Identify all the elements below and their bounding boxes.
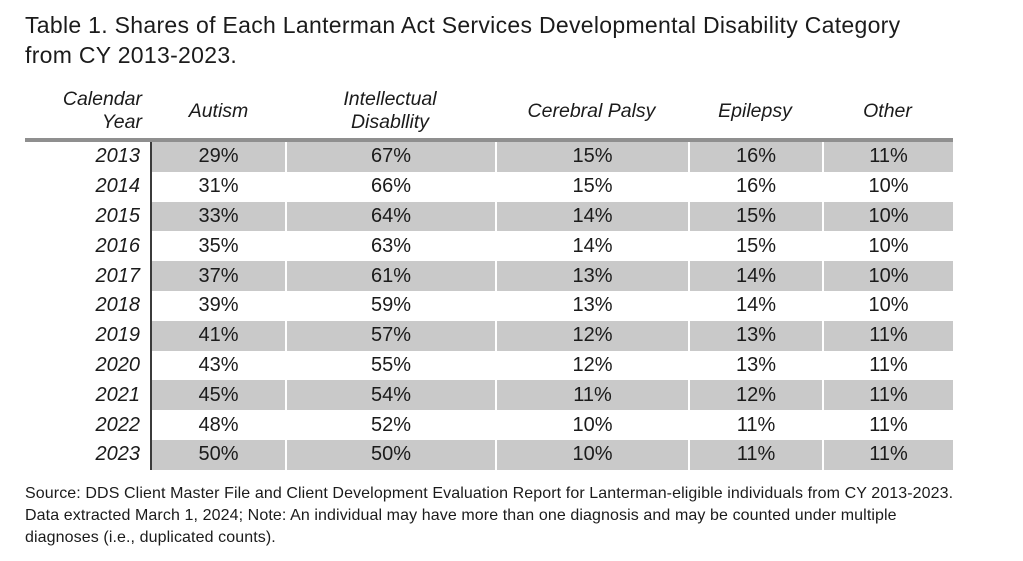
- value-cell: 10%: [822, 231, 953, 262]
- table-row: 2013 29% 67% 15% 16% 11%: [25, 142, 953, 172]
- year-cell: 2016: [25, 231, 152, 262]
- source-note: Source: DDS Client Master File and Clien…: [25, 485, 954, 546]
- value-cell: 10%: [822, 261, 953, 291]
- value-cell: 64%: [285, 201, 495, 232]
- year-cell: 2022: [25, 410, 152, 440]
- value-cell: 63%: [285, 231, 495, 262]
- value-cell: 15%: [495, 171, 688, 202]
- table-row: 2020 43% 55% 12% 13% 11%: [25, 350, 953, 381]
- value-cell: 16%: [688, 171, 822, 202]
- table-row: 2015 33% 64% 14% 15% 10%: [25, 201, 953, 232]
- table-row: 2017 37% 61% 13% 14% 10%: [25, 261, 953, 291]
- value-cell: 43%: [198, 353, 239, 376]
- value-cell: 10%: [822, 171, 953, 202]
- value-cell: 16%: [688, 142, 822, 172]
- value-cell: 11%: [822, 410, 953, 440]
- table-row: 2022 48% 52% 10% 11% 11%: [25, 410, 953, 440]
- year-cell: 2017: [25, 261, 152, 291]
- table-row: 2016 35% 63% 14% 15% 10%: [25, 231, 953, 262]
- year-cell: 2014: [25, 171, 152, 202]
- value-cell: 14%: [688, 261, 822, 291]
- year-cell: 2021: [25, 380, 152, 411]
- year-cell: 2019: [25, 320, 152, 351]
- value-cell: 10%: [822, 201, 953, 232]
- year-cell: 2020: [25, 350, 152, 381]
- column-header-epilepsy: Epilepsy: [718, 99, 792, 122]
- value-cell: 12%: [495, 320, 688, 351]
- value-cell: 13%: [495, 290, 688, 321]
- value-cell: 59%: [285, 290, 495, 321]
- value-cell: 57%: [285, 320, 495, 351]
- table-header-row: Calendar Year Autism Intellectual Disabl…: [25, 84, 953, 138]
- value-cell: 66%: [285, 171, 495, 202]
- value-cell: 55%: [285, 350, 495, 381]
- value-cell: 15%: [495, 142, 688, 172]
- value-cell: 67%: [285, 142, 495, 172]
- table-row: 2021 45% 54% 11% 12% 11%: [25, 380, 953, 411]
- page-title: Table 1. Shares of Each Lanterman Act Se…: [25, 12, 901, 68]
- value-cell: 11%: [688, 439, 822, 470]
- value-cell: 50%: [285, 439, 495, 470]
- value-cell: 35%: [198, 234, 239, 257]
- table-row: 2023 50% 50% 10% 11% 11%: [25, 439, 953, 470]
- year-cell: 2015: [25, 201, 152, 232]
- value-cell: 31%: [198, 175, 239, 198]
- value-cell: 14%: [688, 290, 822, 321]
- table-row: 2018 39% 59% 13% 14% 10%: [25, 290, 953, 321]
- value-cell: 33%: [152, 201, 285, 232]
- value-cell: 12%: [688, 380, 822, 411]
- value-cell: 39%: [198, 294, 239, 317]
- year-cell: 2023: [25, 439, 152, 470]
- value-cell: 11%: [822, 320, 953, 351]
- value-cell: 13%: [688, 350, 822, 381]
- year-cell: 2018: [25, 290, 152, 321]
- column-header-intellectual-disability: Intellectual Disabllity: [343, 88, 437, 133]
- value-cell: 48%: [198, 413, 239, 436]
- table-row: 2014 31% 66% 15% 16% 10%: [25, 171, 953, 202]
- value-cell: 11%: [822, 142, 953, 172]
- value-cell: 13%: [495, 261, 688, 291]
- value-cell: 11%: [822, 439, 953, 470]
- value-cell: 50%: [152, 439, 285, 470]
- value-cell: 11%: [822, 350, 953, 381]
- value-cell: 11%: [688, 410, 822, 440]
- value-cell: 41%: [152, 320, 285, 351]
- value-cell: 11%: [822, 380, 953, 411]
- value-cell: 11%: [495, 380, 688, 411]
- column-header-cerebral-palsy: Cerebral Palsy: [527, 99, 656, 122]
- value-cell: 29%: [152, 142, 285, 172]
- value-cell: 52%: [285, 410, 495, 440]
- value-cell: 14%: [495, 201, 688, 232]
- value-cell: 15%: [688, 231, 822, 262]
- year-cell: 2013: [25, 142, 152, 172]
- value-cell: 14%: [495, 231, 688, 262]
- value-cell: 13%: [688, 320, 822, 351]
- value-cell: 37%: [152, 261, 285, 291]
- value-cell: 10%: [495, 410, 688, 440]
- column-header-calendar-year: Calendar Year: [62, 88, 142, 133]
- column-header-other: Other: [863, 99, 912, 122]
- value-cell: 54%: [285, 380, 495, 411]
- value-cell: 10%: [822, 290, 953, 321]
- value-cell: 61%: [285, 261, 495, 291]
- value-cell: 10%: [495, 439, 688, 470]
- table-row: 2019 41% 57% 12% 13% 11%: [25, 320, 953, 351]
- column-header-autism: Autism: [188, 99, 249, 122]
- lanterman-shares-table: Calendar Year Autism Intellectual Disabl…: [25, 84, 953, 470]
- header-divider-rule: [25, 138, 953, 142]
- value-cell: 12%: [495, 350, 688, 381]
- value-cell: 15%: [688, 201, 822, 232]
- value-cell: 45%: [152, 380, 285, 411]
